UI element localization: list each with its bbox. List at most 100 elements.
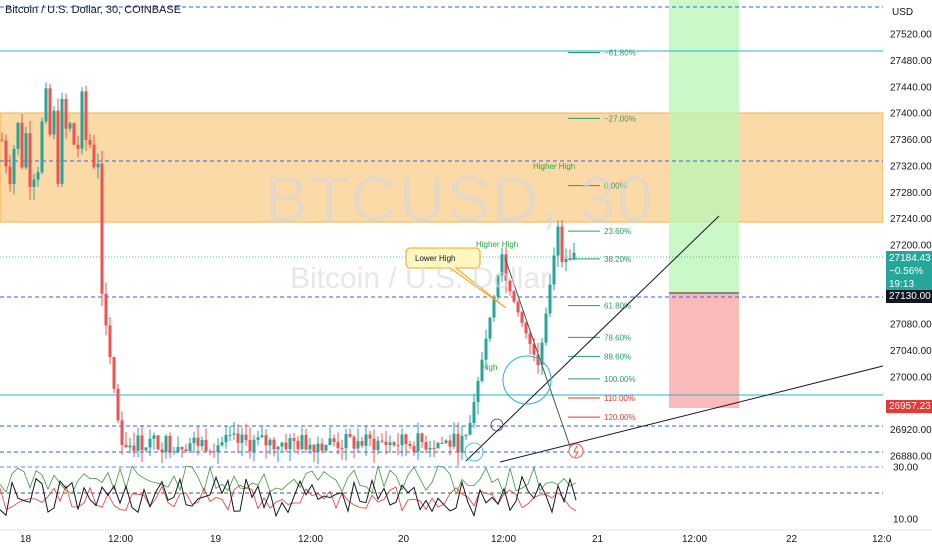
candle-body	[236, 433, 240, 443]
lower-high-callout[interactable]	[405, 247, 507, 309]
candle-body	[44, 88, 48, 122]
trendline-support[interactable]	[499, 365, 884, 463]
candle-body	[84, 91, 88, 140]
price-tick: 27520.00	[890, 30, 932, 41]
candle-body	[504, 254, 508, 281]
level-tag: 27130.00	[886, 290, 932, 303]
lower-high-label: Lower High	[415, 254, 455, 263]
candle-body	[344, 433, 348, 449]
candle-body	[440, 442, 444, 444]
candle-body	[328, 438, 332, 445]
candle-body	[184, 449, 188, 451]
candle-body	[40, 121, 44, 173]
candle-body	[392, 442, 396, 446]
candle-body	[248, 440, 252, 452]
trendline-drop[interactable]	[504, 257, 574, 456]
candle-body	[36, 172, 40, 180]
candle-body	[552, 255, 556, 285]
alert-icon[interactable]	[568, 443, 584, 459]
candle-body	[260, 435, 264, 438]
time-tick: 18	[20, 534, 32, 545]
bar-countdown: 19:13	[889, 279, 915, 290]
candle-body	[112, 357, 116, 389]
candle-body	[88, 139, 92, 145]
candle-body	[8, 166, 12, 184]
candle-body	[72, 123, 76, 145]
candle-body	[548, 284, 552, 314]
candle-body	[324, 444, 328, 451]
candle-body	[304, 435, 308, 450]
price-tick: 27040.00	[890, 346, 932, 357]
candle-body	[264, 435, 268, 446]
candle-body	[192, 437, 196, 444]
price-tick: 26920.00	[890, 425, 932, 436]
candle-body	[280, 442, 284, 447]
candle-body	[4, 140, 8, 167]
candle-body	[540, 342, 544, 366]
time-tick: 21	[592, 534, 604, 545]
symbol-watermark: BTCUSD, 30	[265, 163, 655, 235]
trendline-rising[interactable]	[465, 215, 720, 462]
candle-body	[284, 442, 288, 450]
candle-body	[408, 443, 412, 446]
candle-body	[452, 433, 456, 447]
candle-body	[444, 440, 448, 444]
candle-body	[480, 359, 484, 381]
candle-body	[464, 434, 468, 436]
candle-body	[368, 434, 372, 439]
candle-body	[160, 449, 164, 453]
candle-body	[532, 343, 536, 355]
candle-body	[512, 291, 516, 302]
candle-body	[556, 226, 560, 256]
candle-body	[228, 434, 232, 436]
osc-series-green	[0, 465, 577, 497]
candle-body	[332, 438, 336, 443]
higher-high-label-2: Higher High	[533, 162, 575, 171]
candle-body	[520, 312, 524, 323]
candle-body	[68, 123, 72, 129]
price-tick: 27240.00	[890, 214, 932, 225]
name-watermark: Bitcoin / U.S. Dollar	[290, 262, 551, 295]
candle-body	[156, 435, 160, 450]
candle-body	[292, 438, 296, 441]
time-tick: 20	[398, 534, 410, 545]
candle-body	[124, 444, 128, 448]
fib-label: 78.60%	[604, 333, 631, 342]
candle-body	[140, 435, 144, 451]
candle-body	[104, 293, 108, 326]
candle-body	[164, 436, 168, 453]
candle-body	[16, 122, 20, 149]
candle-body	[244, 434, 248, 441]
candle-body	[400, 434, 404, 446]
candle-body	[460, 435, 464, 453]
candle-body	[564, 258, 568, 262]
stop-zone	[669, 293, 739, 408]
price-tick: 27440.00	[890, 82, 932, 93]
candle-body	[148, 438, 152, 448]
time-tick: 22	[786, 534, 798, 545]
candle-body	[272, 439, 276, 450]
fib-retracement[interactable]: −61.80% −27.00% 0.00% 23.60% 38.20% 61.80% 78.…	[568, 48, 636, 422]
candles	[0, 82, 576, 466]
highlight-circle	[502, 355, 552, 405]
candle-body	[120, 420, 124, 445]
candle-body	[384, 441, 388, 445]
candle-body	[340, 448, 344, 450]
stop-tag: 26957.23	[886, 400, 932, 413]
candle-body	[456, 433, 460, 453]
candle-body	[524, 322, 528, 334]
time-tick: 12:00	[298, 534, 323, 545]
time-axis[interactable]: 18 12:00 19 12:00 20 12:00 21 12:00 22 12:0	[20, 534, 892, 545]
candle-body	[560, 226, 564, 262]
candle-body	[52, 110, 56, 135]
price-levels	[0, 6, 883, 453]
candle-body	[96, 163, 100, 168]
price-tick: 26880.00	[890, 452, 932, 463]
candle-body	[300, 435, 304, 450]
candle-body	[380, 440, 384, 442]
last-price-tag: 27184.43 −0.56% 19:13	[886, 251, 932, 292]
price-tick: 27200.00	[890, 241, 932, 252]
candle-body	[320, 443, 324, 451]
candle-body	[312, 444, 316, 453]
candle-body	[508, 280, 512, 292]
